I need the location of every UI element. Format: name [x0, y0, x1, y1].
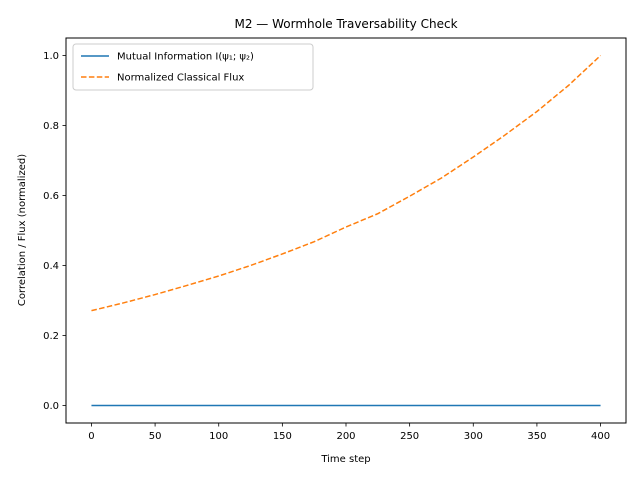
y-tick-label: 0.4	[43, 261, 59, 272]
legend-box	[72, 43, 314, 91]
y-axis-title: Correlation / Flux (normalized)	[17, 154, 28, 306]
x-tick-label: 250	[400, 431, 419, 442]
x-tick-label: 50	[149, 431, 162, 442]
x-tick-label: 300	[464, 431, 483, 442]
x-tick-label: 400	[591, 431, 610, 442]
legend-label-0: Mutual Information I(ψ₁; ψ₂)	[117, 52, 254, 63]
x-axis-title: Time step	[320, 454, 370, 465]
series-layer	[91, 54, 602, 407]
series-line-1	[91, 54, 602, 312]
chart-title: M2 — Wormhole Traversability Check	[234, 17, 457, 31]
legend-label-1: Normalized Classical Flux	[117, 73, 244, 84]
legend: Mutual Information I(ψ₁; ψ₂) Normalized C…	[72, 43, 314, 91]
x-tick-label: 0	[88, 431, 94, 442]
y-tick-label: 0.6	[43, 191, 59, 202]
x-axis: 0 50 100 150 200 250 300 350 400	[88, 423, 610, 442]
y-tick-label: 0.8	[43, 121, 59, 132]
y-tick-label: 0.0	[43, 401, 59, 412]
x-tick-label: 100	[209, 431, 228, 442]
y-axis: 0.0 0.2 0.4 0.6 0.8 1.0	[43, 51, 66, 412]
x-tick-label: 200	[336, 431, 355, 442]
y-tick-label: 0.2	[43, 331, 59, 342]
y-tick-label: 1.0	[43, 51, 59, 62]
x-tick-label: 150	[273, 431, 292, 442]
x-tick-label: 350	[527, 431, 546, 442]
